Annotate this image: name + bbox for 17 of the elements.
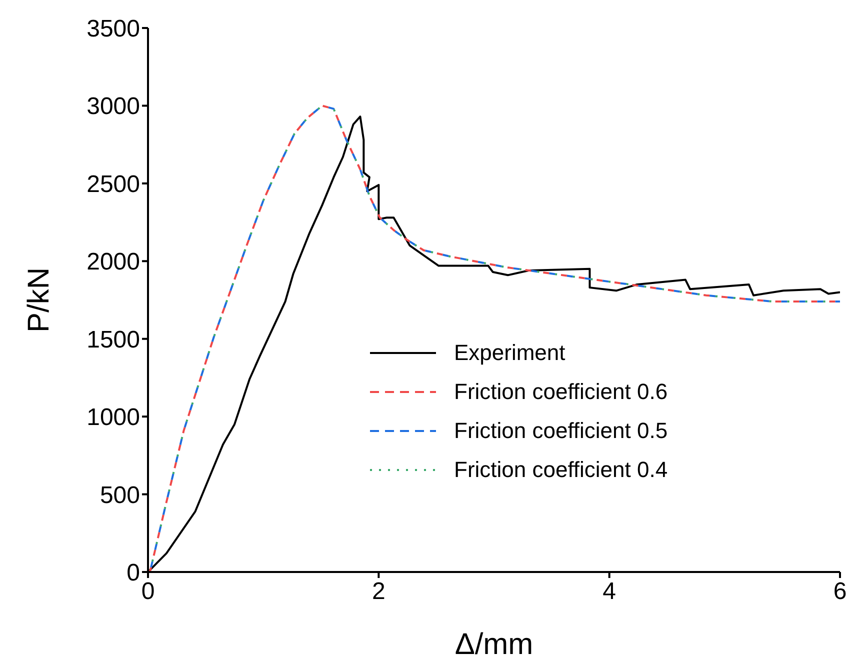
y-tick-label: 1500 bbox=[86, 326, 140, 354]
y-tick-label: 3000 bbox=[86, 93, 140, 120]
legend-label: Friction coefficient 0.6 bbox=[454, 379, 668, 405]
y-tick-label: 500 bbox=[100, 482, 140, 509]
x-axis-title: Δ/mm bbox=[454, 628, 534, 661]
legend-label: Friction coefficient 0.4 bbox=[454, 457, 668, 483]
y-tick-label: 2500 bbox=[86, 170, 140, 198]
y-axis-title: P/kN bbox=[22, 267, 56, 333]
y-tick-label: 0 bbox=[126, 560, 140, 587]
y-tick-label: 2000 bbox=[86, 248, 140, 276]
x-tick-label: 4 bbox=[602, 578, 616, 606]
x-tick-label: 2 bbox=[372, 578, 386, 606]
y-tick-label: 3500 bbox=[86, 16, 140, 43]
y-tick-label: 1000 bbox=[86, 404, 140, 432]
legend-label: Experiment bbox=[454, 340, 566, 366]
legend-label: Friction coefficient 0.5 bbox=[454, 418, 668, 444]
x-tick-label: 6 bbox=[833, 578, 847, 606]
